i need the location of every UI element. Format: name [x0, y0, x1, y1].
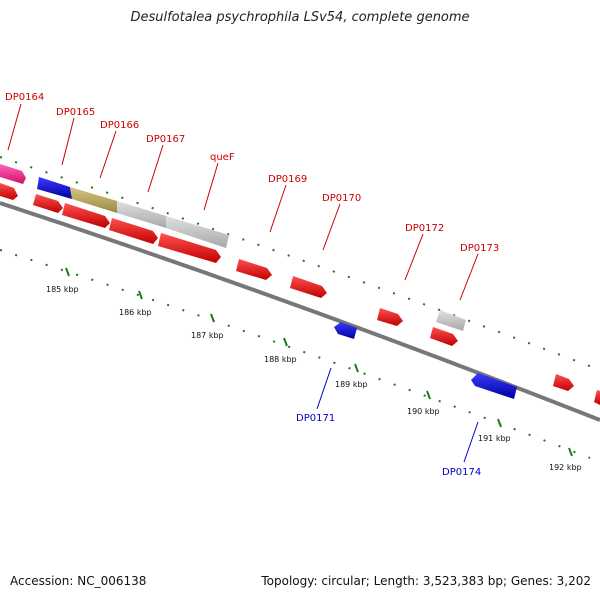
gene-label: DP0172	[405, 223, 444, 234]
reverse-gene-labels: DP0171 DP0174	[296, 413, 481, 478]
tick-label: 188 kbp	[264, 355, 297, 364]
gene-label: DP0174	[442, 467, 481, 478]
gene-feature-pink	[0, 164, 26, 184]
cds-arrow	[0, 183, 18, 200]
outer-feature-row	[0, 164, 229, 248]
cds-arrow	[158, 233, 221, 263]
gene-feature-grey	[166, 216, 229, 248]
cds-arrow	[290, 276, 327, 298]
gene-label: DP0167	[146, 134, 185, 145]
gene-label: DP0164	[5, 92, 44, 103]
cds-arrow-reverse	[471, 373, 517, 399]
cds-arrow	[594, 390, 600, 405]
tick-label: 186 kbp	[119, 308, 152, 317]
genome-summary-text: Topology: circular; Length: 3,523,383 bp…	[261, 574, 591, 588]
cds-arrow	[236, 259, 272, 280]
tick-label: 185 kbp	[46, 285, 79, 294]
tick-label: 190 kbp	[407, 407, 440, 416]
gene-label: DP0166	[100, 120, 139, 131]
cds-arrow	[109, 218, 158, 244]
gene-feature-olive	[70, 187, 117, 213]
gene-label: DP0171	[296, 413, 335, 424]
cds-arrow	[62, 203, 110, 228]
accession-text: Accession: NC_006138	[10, 574, 147, 588]
gene-feature-grey	[436, 310, 466, 331]
tick-label: 189 kbp	[335, 380, 368, 389]
cds-arrow	[377, 308, 403, 326]
gene-label: DP0170	[322, 193, 361, 204]
gene-feature-grey	[117, 201, 166, 228]
scale-labels: 185 kbp 186 kbp 187 kbp 188 kbp 189 kbp …	[46, 285, 582, 472]
tick-label: 191 kbp	[478, 434, 511, 443]
tick-label: 187 kbp	[191, 331, 224, 340]
tick-label: 192 kbp	[549, 463, 582, 472]
forward-gene-labels: DP0164 DP0165 DP0166 DP0167 queF DP0169 …	[5, 92, 499, 254]
map-title: Desulfotalea psychrophila LSv54, complet…	[130, 10, 470, 25]
cds-arrow-reverse	[334, 322, 357, 339]
cds-arrow	[33, 194, 63, 213]
gene-label: DP0169	[268, 174, 307, 185]
gene-feature-blue	[37, 177, 72, 199]
scale-major-ticks	[65, 267, 573, 457]
reverse-cds-row	[334, 322, 517, 399]
gene-label: queF	[210, 152, 235, 163]
forward-label-leaders	[7, 103, 479, 301]
cds-arrow	[553, 374, 574, 391]
reverse-label-leaders	[316, 367, 479, 463]
gene-label: DP0173	[460, 243, 499, 254]
gene-label: DP0165	[56, 107, 95, 118]
forward-cds-row	[0, 183, 600, 405]
outer-tick-ring	[0, 156, 600, 371]
cds-arrow	[430, 327, 458, 346]
